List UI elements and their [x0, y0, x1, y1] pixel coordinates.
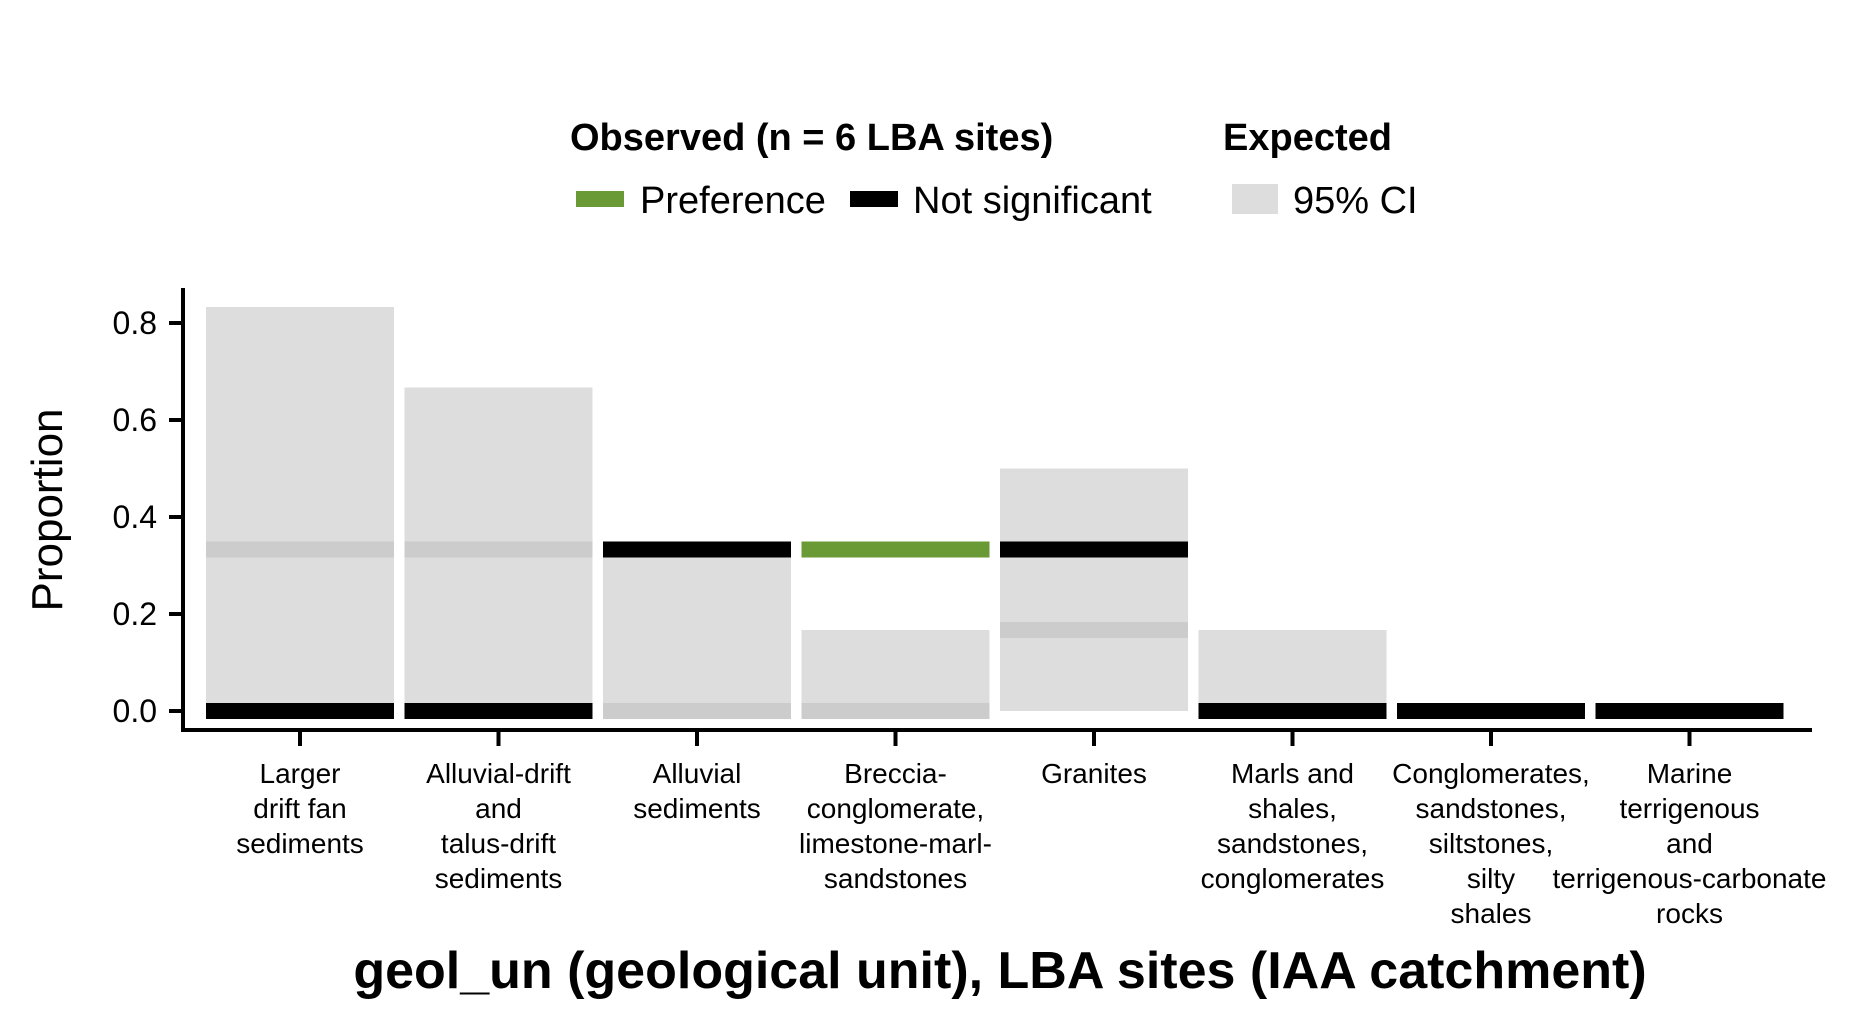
observed-mark — [603, 541, 791, 558]
x-tick-label: Granites — [1041, 758, 1147, 789]
legend-swatch-ci — [1232, 184, 1278, 214]
observed-mark — [1397, 703, 1585, 719]
legend-swatch-preference — [576, 191, 624, 207]
y-tick-label: 0.0 — [113, 693, 157, 729]
legend-label-ci: 95% CI — [1293, 180, 1418, 222]
legend-label-not-significant: Not significant — [913, 180, 1152, 222]
expected-mean-mark — [1000, 622, 1188, 639]
y-tick-label: 0.2 — [113, 596, 157, 632]
legend: Observed (n = 6 LBA sites) Expected Pref… — [570, 117, 1418, 222]
ci-bar — [206, 306, 394, 711]
observed-mark — [1198, 703, 1387, 719]
expected-mean-mark — [603, 703, 791, 719]
axes — [181, 288, 1812, 732]
observed-mark — [1000, 541, 1188, 558]
expected-mean-mark — [206, 541, 394, 558]
observed-mark — [1595, 703, 1784, 719]
ci-bar — [801, 630, 990, 711]
x-tick-label: Breccia-conglomerate, limestone-marl-sand… — [799, 758, 992, 894]
expected-ci-bars — [206, 306, 1387, 711]
x-tick-label: Alluvial sediments — [633, 758, 761, 824]
legend-swatch-not-significant — [850, 191, 898, 207]
x-tick-label: Marine terrigenous and terrigenous-carbonat… — [1553, 758, 1827, 929]
ci-bar — [1000, 468, 1188, 711]
legend-observed-title: Observed (n = 6 LBA sites) — [570, 117, 1053, 159]
ci-bar — [603, 549, 791, 711]
observed-marks — [206, 541, 1784, 719]
y-ticks: 0.0 0.2 0.4 0.6 0.8 — [113, 305, 183, 729]
y-tick-label: 0.4 — [113, 499, 157, 535]
y-axis-title: Proportion — [23, 408, 72, 611]
x-tick-label: Larger drift fan sediments — [236, 758, 364, 859]
x-tick-label: Conglomerates, sandstones, siltstones, silt… — [1392, 758, 1590, 929]
x-tick-label: Marls and shales, sandstones, conglomerates — [1201, 758, 1385, 894]
observed-mark — [404, 703, 593, 719]
x-axis-title: geol_un (geological unit), LBA sites (IA… — [353, 942, 1646, 1000]
y-tick-label: 0.6 — [113, 402, 157, 438]
observed-mark — [801, 541, 990, 558]
x-ticks: Larger drift fan sediments Alluvial-drift an… — [236, 731, 1826, 929]
expected-mean-mark — [801, 703, 990, 719]
observed-mark — [206, 703, 394, 719]
legend-expected-title: Expected — [1223, 117, 1392, 159]
y-tick-label: 0.8 — [113, 305, 157, 341]
legend-label-preference: Preference — [640, 180, 826, 222]
ci-bar — [1198, 630, 1387, 711]
expected-mean-mark — [404, 541, 593, 558]
x-tick-label: Alluvial-drift and talus-drift sediments — [426, 758, 571, 894]
